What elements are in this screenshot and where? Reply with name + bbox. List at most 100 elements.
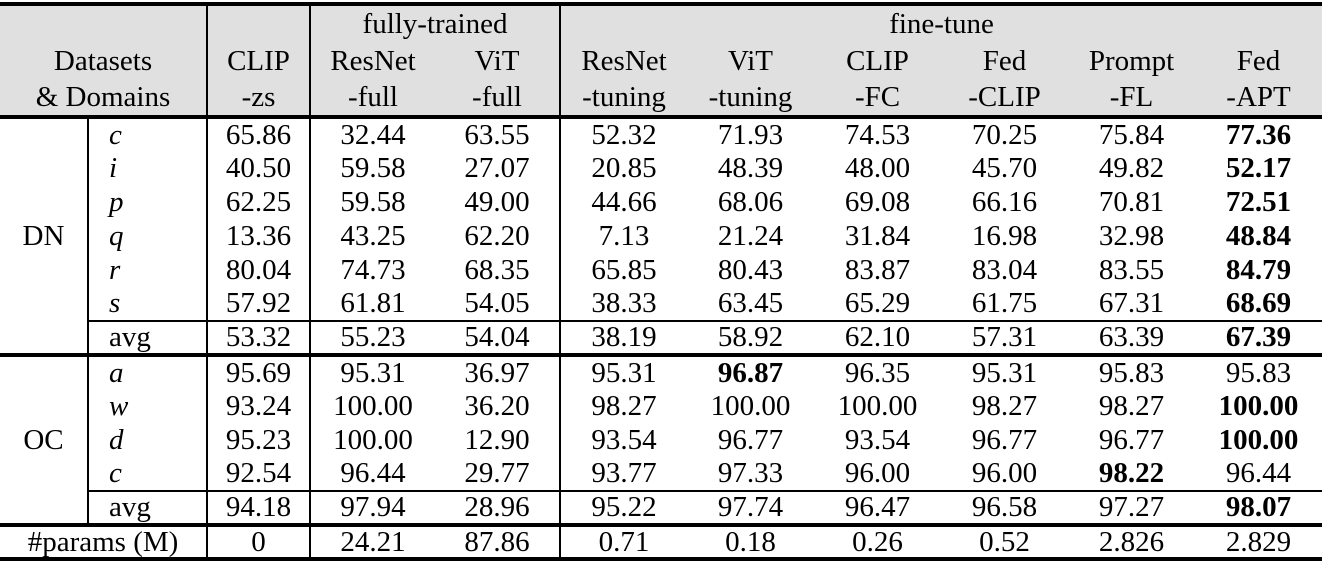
value-cell: 69.08 bbox=[844, 185, 911, 218]
value-cell: 52.32 bbox=[591, 118, 657, 151]
results-table: fully-trained fine-tune Datasets CLIP Re… bbox=[0, 2, 1322, 561]
value-cell: 95.23 bbox=[207, 423, 311, 457]
value-cell: 44.66 bbox=[591, 185, 657, 218]
params-value-cell: 2.826 bbox=[1068, 523, 1196, 559]
params-value-cell: 0.52 bbox=[941, 523, 1069, 559]
header-group-row: fully-trained fine-tune bbox=[0, 4, 1322, 42]
value-cell: 100.00 bbox=[1218, 423, 1299, 456]
table-row: s 57.92 61.81 54.05 38.33 63.45 65.29 61.75 67.3… bbox=[0, 287, 1322, 321]
domain-label: c bbox=[88, 117, 208, 151]
value-cell: 96.47 bbox=[814, 490, 942, 525]
table-row: avg 53.32 55.23 54.04 38.19 58.92 62.10 57.31 63… bbox=[0, 320, 1322, 355]
domain-label: avg bbox=[88, 320, 208, 355]
value-cell: 21.24 bbox=[717, 219, 784, 252]
table-body: DN c 65.86 32.44 63.55 52.32 71.93 74.53 70.25 75… bbox=[0, 117, 1322, 559]
value-cell: 63.39 bbox=[1068, 320, 1196, 355]
value-cell: 95.31 bbox=[310, 353, 435, 389]
value-cell: 83.55 bbox=[1098, 253, 1165, 286]
value-cell: 96.77 bbox=[971, 423, 1038, 456]
header-spacer bbox=[207, 4, 311, 42]
col-suffix-fl: -FL bbox=[1068, 80, 1196, 119]
value-cell: 16.98 bbox=[971, 219, 1038, 252]
domain-label: s bbox=[88, 287, 208, 321]
value-cell: 48.84 bbox=[1225, 219, 1292, 252]
domain-label: d bbox=[88, 423, 208, 457]
col-suffix-tuning: -tuning bbox=[560, 80, 688, 119]
value-cell: 96.44 bbox=[340, 457, 406, 489]
col-header-vit-full: ViT bbox=[435, 42, 562, 80]
value-cell: 96.77 bbox=[717, 423, 784, 456]
value-cell: 100.00 bbox=[837, 389, 918, 422]
value-cell: 95.31 bbox=[560, 353, 688, 389]
domain-label: w bbox=[88, 389, 208, 423]
value-cell: 100.00 bbox=[710, 389, 791, 422]
value-cell: 54.05 bbox=[435, 287, 562, 321]
value-cell: 57.31 bbox=[941, 320, 1069, 355]
value-cell: 75.84 bbox=[1098, 118, 1165, 151]
value-cell: 97.74 bbox=[687, 490, 815, 525]
value-cell: 27.07 bbox=[435, 151, 562, 185]
value-cell: 70.81 bbox=[1098, 185, 1165, 218]
value-cell: 68.35 bbox=[435, 253, 562, 287]
row-label-line1: Datasets bbox=[0, 42, 208, 80]
col-suffix-full: -full bbox=[310, 80, 435, 119]
value-cell: 98.27 bbox=[971, 389, 1038, 422]
params-value-cell: 2.829 bbox=[1195, 523, 1322, 559]
value-cell: 7.13 bbox=[598, 219, 650, 252]
value-cell: 96.87 bbox=[687, 353, 815, 389]
value-cell: 83.04 bbox=[971, 253, 1038, 286]
table-row: i 40.50 59.58 27.07 20.85 48.39 48.00 45.70 49.8… bbox=[0, 151, 1322, 185]
value-cell: 96.58 bbox=[941, 490, 1069, 525]
col-header-fed-clip: Fed bbox=[941, 42, 1069, 80]
col-header-prompt-fl: Prompt bbox=[1068, 42, 1196, 80]
header-spacer bbox=[0, 4, 208, 42]
value-cell: 63.45 bbox=[717, 287, 784, 319]
value-cell: 38.19 bbox=[560, 320, 688, 355]
value-cell: 57.92 bbox=[207, 287, 311, 321]
value-cell: 97.33 bbox=[717, 457, 784, 489]
value-cell: 95.83 bbox=[1195, 353, 1322, 389]
value-cell: 53.32 bbox=[207, 320, 311, 355]
value-cell: 96.00 bbox=[844, 457, 911, 489]
header-suffix-row: & Domains -zs -full -full -tuning -tunin… bbox=[0, 80, 1322, 119]
value-cell: 97.94 bbox=[310, 490, 435, 525]
value-cell: 48.00 bbox=[844, 151, 911, 184]
col-header-fed-apt: Fed bbox=[1195, 42, 1322, 80]
value-cell: 59.58 bbox=[340, 151, 406, 184]
value-cell: 49.00 bbox=[435, 185, 562, 219]
dataset-label: DN bbox=[0, 117, 89, 355]
domain-label: i bbox=[88, 151, 208, 185]
value-cell: 65.29 bbox=[844, 287, 911, 319]
value-cell: 66.16 bbox=[971, 185, 1038, 218]
value-cell: 95.69 bbox=[207, 353, 311, 389]
table-row: p 62.25 59.58 49.00 44.66 68.06 69.08 66.16 70.8… bbox=[0, 185, 1322, 219]
table-row: DN c 65.86 32.44 63.55 52.32 71.93 74.53 70.25 75… bbox=[0, 117, 1322, 355]
value-cell: 67.31 bbox=[1098, 287, 1165, 319]
value-cell: 31.84 bbox=[844, 219, 911, 252]
col-suffix-clip: -CLIP bbox=[941, 80, 1069, 119]
value-cell: 38.33 bbox=[591, 287, 657, 319]
value-cell: 74.73 bbox=[340, 253, 406, 286]
value-cell: 36.97 bbox=[435, 353, 562, 389]
value-cell: 65.86 bbox=[207, 117, 311, 151]
value-cell: 45.70 bbox=[971, 151, 1038, 184]
value-cell: 98.07 bbox=[1195, 490, 1322, 525]
value-cell: 36.20 bbox=[435, 389, 562, 423]
params-value-cell: 87.86 bbox=[435, 523, 562, 559]
value-cell: 48.39 bbox=[717, 151, 784, 184]
col-suffix-full: -full bbox=[435, 80, 562, 119]
value-cell: 62.25 bbox=[207, 185, 311, 219]
value-cell: 93.77 bbox=[591, 457, 657, 489]
value-cell: 20.85 bbox=[591, 151, 657, 184]
value-cell: 43.25 bbox=[340, 219, 406, 252]
col-header-resnet-full: ResNet bbox=[310, 42, 435, 80]
header-name-row: Datasets CLIP ResNet ViT ResNet ViT CLIP… bbox=[0, 42, 1322, 80]
value-cell: 98.27 bbox=[1098, 389, 1165, 422]
value-cell: 80.43 bbox=[717, 253, 784, 286]
value-cell: 97.27 bbox=[1068, 490, 1196, 525]
value-cell: 95.83 bbox=[1068, 353, 1196, 389]
value-cell: 95.31 bbox=[941, 353, 1069, 389]
value-cell: 59.58 bbox=[340, 185, 406, 218]
col-suffix-fc: -FC bbox=[814, 80, 942, 119]
value-cell: 62.10 bbox=[814, 320, 942, 355]
